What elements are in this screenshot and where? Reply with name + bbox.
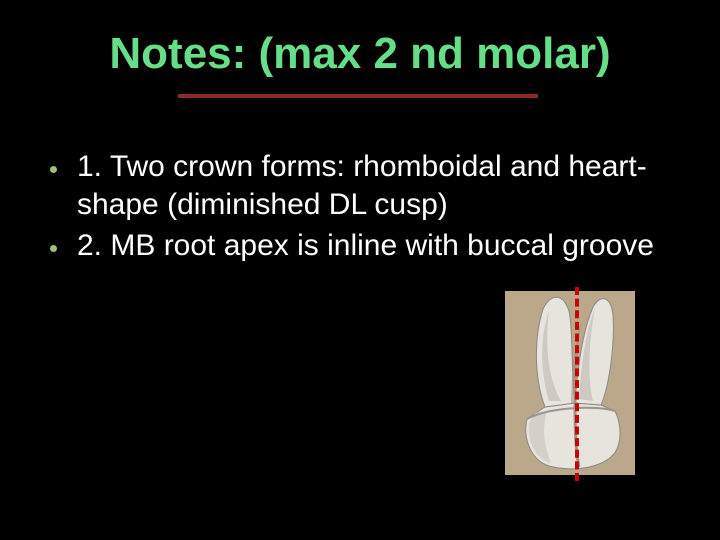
title-container: Notes: (max 2 nd molar) bbox=[0, 30, 720, 78]
bullet-text: 2. MB root apex is inline with buccal gr… bbox=[77, 227, 654, 265]
molar-tooth-icon bbox=[505, 291, 635, 475]
bullet-dot-icon bbox=[50, 245, 57, 252]
alignment-dashed-line bbox=[575, 287, 579, 481]
list-item: 2. MB root apex is inline with buccal gr… bbox=[50, 227, 670, 265]
tooth-illustration bbox=[505, 291, 635, 475]
bullet-text: 1. Two crown forms: rhomboidal and heart… bbox=[77, 148, 670, 225]
list-item: 1. Two crown forms: rhomboidal and heart… bbox=[50, 148, 670, 225]
bullet-dot-icon bbox=[50, 166, 57, 173]
title-underline bbox=[178, 94, 538, 98]
slide-title: Notes: (max 2 nd molar) bbox=[109, 30, 610, 78]
bullet-list: 1. Two crown forms: rhomboidal and heart… bbox=[50, 148, 670, 267]
